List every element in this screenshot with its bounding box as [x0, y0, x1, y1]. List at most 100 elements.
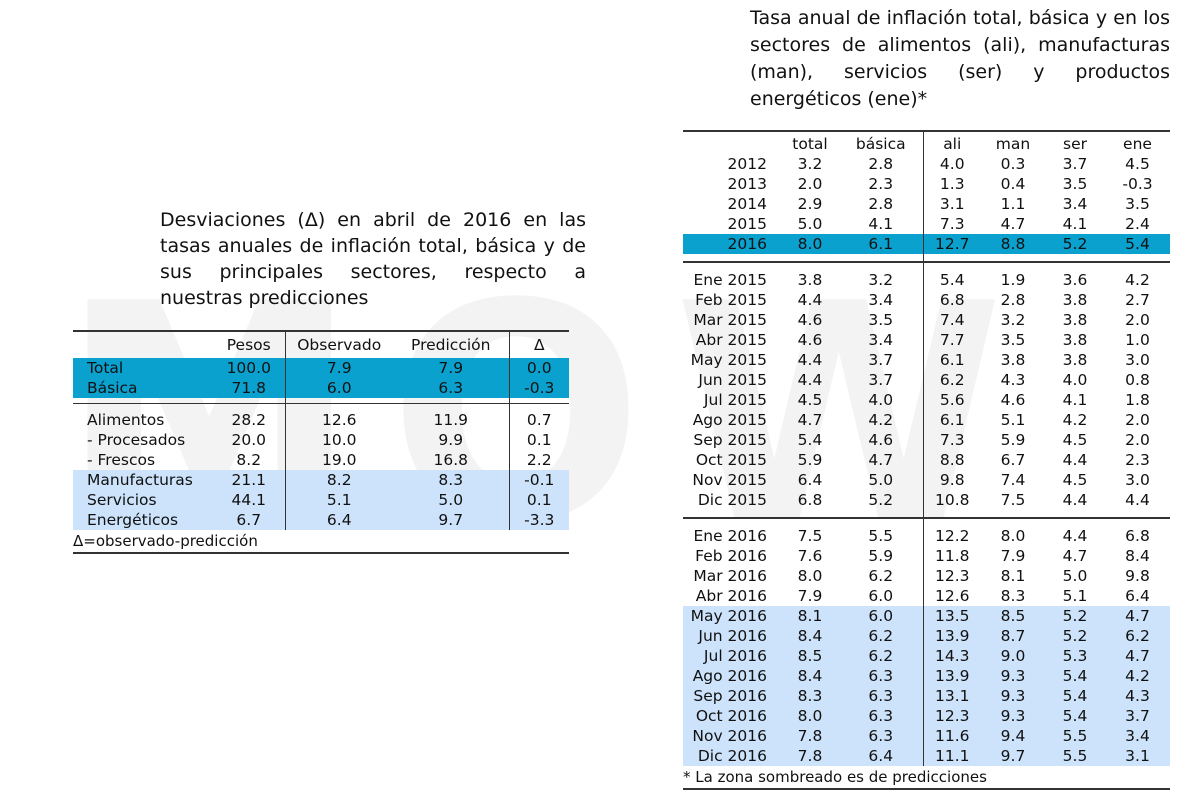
cell-period: Jun 2015	[698, 371, 767, 389]
cell-ene: 2.0	[1125, 431, 1150, 449]
cell-man: 8.3	[1000, 587, 1026, 605]
header-label	[73, 331, 213, 358]
cell-ene: 2.4	[1125, 215, 1150, 233]
cell-prediccion: 7.9	[438, 359, 464, 377]
cell-man: 8.0	[1000, 527, 1026, 545]
table-row: 2015 5.0 4.1 7.3 4.7 4.1 2.4	[683, 214, 1170, 234]
cell-total: 8.5	[797, 647, 823, 665]
cell-ali: 13.1	[922, 686, 981, 706]
cell-ali: 6.1	[922, 410, 981, 430]
cell-man: 5.1	[1000, 411, 1026, 429]
cell-ser: 5.2	[1062, 627, 1088, 645]
cell-prediccion: 16.8	[433, 451, 468, 469]
deviations-header-row: Pesos Observado Predicción Δ	[73, 331, 569, 358]
cell-ene: 3.1	[1125, 747, 1150, 765]
cell-delta: 0.1	[508, 430, 569, 450]
table-row: Servicios 44.1 5.1 5.0 0.1	[73, 490, 569, 510]
cell-man: 9.7	[1000, 747, 1026, 765]
cell-man: 1.1	[1000, 195, 1026, 213]
cell-ali: 9.8	[922, 470, 981, 490]
cell-man: 9.0	[1000, 647, 1026, 665]
cell-basica: 4.2	[868, 411, 894, 429]
table-row: Feb 2015 4.4 3.4 6.8 2.8 3.8 2.7	[683, 290, 1170, 310]
cell-basica: 3.4	[868, 291, 894, 309]
cell-basica: 6.3	[868, 707, 894, 725]
cell-total: 8.3	[797, 687, 823, 705]
cell-man: 9.3	[1000, 667, 1026, 685]
cell-man: 1.9	[1000, 271, 1026, 289]
row-label: - Procesados	[87, 431, 186, 449]
cell-basica: 4.0	[868, 391, 894, 409]
cell-ali: 12.6	[922, 586, 981, 606]
cell-man: 0.4	[1000, 175, 1026, 193]
cell-prediccion: 6.3	[438, 379, 464, 397]
header-observado: Observado	[284, 331, 393, 358]
cell-basica: 3.2	[868, 271, 894, 289]
cell-man: 8.7	[1000, 627, 1026, 645]
cell-ene: 4.3	[1125, 687, 1150, 705]
cell-total: 5.0	[797, 215, 823, 233]
cell-ene: 2.0	[1125, 311, 1150, 329]
cell-total: 3.8	[797, 271, 823, 289]
cell-ene: 4.2	[1125, 271, 1150, 289]
cell-period: 2016	[727, 235, 767, 253]
cell-ali: 10.8	[922, 490, 981, 510]
cell-basica: 6.3	[868, 667, 894, 685]
cell-ser: 3.8	[1062, 351, 1088, 369]
cell-ali: 13.5	[922, 606, 981, 626]
cell-period: 2015	[727, 215, 767, 233]
cell-period: Mar 2016	[693, 567, 767, 585]
table-row: Feb 2016 7.6 5.9 11.8 7.9 4.7 8.4	[683, 546, 1170, 566]
cell-delta: -0.3	[508, 378, 569, 398]
cell-total: 4.7	[797, 411, 823, 429]
cell-ser: 4.7	[1062, 547, 1088, 565]
cell-basica: 2.8	[868, 155, 894, 173]
cell-total: 8.0	[797, 235, 823, 253]
cell-ser: 4.4	[1062, 451, 1088, 469]
cell-ali: 11.8	[922, 546, 981, 566]
cell-ser: 3.8	[1062, 331, 1088, 349]
cell-basica: 4.6	[868, 431, 894, 449]
cell-man: 7.5	[1000, 491, 1026, 509]
cell-ser: 3.8	[1062, 311, 1088, 329]
cell-basica: 3.4	[868, 331, 894, 349]
header-pesos: Pesos	[226, 336, 271, 354]
table-row: Jul 2016 8.5 6.2 14.3 9.0 5.3 4.7	[683, 646, 1170, 666]
cell-basica: 6.2	[868, 567, 894, 585]
cell-delta: -0.1	[508, 470, 569, 490]
cell-basica: 5.0	[868, 471, 894, 489]
cell-ali: 11.6	[922, 726, 981, 746]
cell-ali: 3.1	[922, 194, 981, 214]
deviations-caption: Desviaciones (Δ) en abril de 2016 en las…	[160, 209, 586, 309]
cell-man: 7.9	[1000, 547, 1026, 565]
deviations-note: Δ=observado-predicción	[73, 532, 258, 550]
cell-total: 4.4	[797, 351, 823, 369]
cell-period: Sep 2016	[693, 687, 767, 705]
cell-period: Abr 2016	[695, 587, 767, 605]
cell-basica: 5.9	[868, 547, 894, 565]
cell-ser: 5.1	[1062, 587, 1088, 605]
inflation-note: * La zona sombreado es de predicciones	[683, 768, 987, 786]
cell-period: Oct 2016	[695, 707, 767, 725]
cell-total: 8.0	[797, 707, 823, 725]
table-row: Nov 2016 7.8 6.3 11.6 9.4 5.5 3.4	[683, 726, 1170, 746]
row-label: Alimentos	[87, 411, 165, 429]
cell-ali: 7.4	[922, 310, 981, 330]
cell-prediccion: 5.0	[438, 491, 464, 509]
cell-observado: 10.0	[284, 430, 393, 450]
cell-total: 2.0	[797, 175, 823, 193]
cell-man: 4.6	[1000, 391, 1026, 409]
cell-ali: 1.3	[922, 174, 981, 194]
cell-pesos: 8.2	[236, 451, 262, 469]
separator	[683, 254, 1170, 262]
cell-basica: 3.5	[868, 311, 894, 329]
header-total: total	[792, 135, 828, 153]
cell-man: 3.8	[1000, 351, 1026, 369]
cell-period: Jun 2016	[698, 627, 767, 645]
cell-pesos: 71.8	[231, 379, 266, 397]
table-row: Jun 2015 4.4 3.7 6.2 4.3 4.0 0.8	[683, 370, 1170, 390]
cell-total: 8.4	[797, 627, 823, 645]
cell-ene: 6.8	[1125, 527, 1150, 545]
cell-total: 7.9	[797, 587, 823, 605]
inflation-caption: Tasa anual de inflación total, básica y …	[750, 7, 1170, 110]
